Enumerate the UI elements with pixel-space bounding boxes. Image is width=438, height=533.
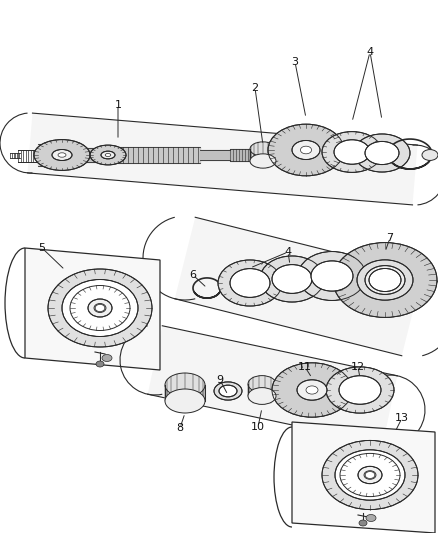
- Ellipse shape: [333, 243, 437, 318]
- Ellipse shape: [297, 380, 327, 400]
- Ellipse shape: [311, 261, 353, 291]
- Ellipse shape: [250, 142, 276, 156]
- Ellipse shape: [268, 124, 344, 176]
- Ellipse shape: [62, 279, 138, 336]
- Ellipse shape: [248, 376, 276, 392]
- Text: 5: 5: [39, 243, 46, 253]
- Ellipse shape: [58, 153, 66, 157]
- Ellipse shape: [88, 299, 112, 317]
- Ellipse shape: [96, 361, 104, 367]
- Text: 4: 4: [284, 247, 292, 257]
- Text: 9: 9: [216, 375, 223, 385]
- Ellipse shape: [357, 260, 413, 300]
- Ellipse shape: [52, 149, 72, 160]
- Ellipse shape: [101, 151, 115, 159]
- Ellipse shape: [230, 269, 270, 297]
- Ellipse shape: [335, 450, 405, 500]
- Text: 8: 8: [177, 423, 184, 433]
- Ellipse shape: [272, 363, 352, 417]
- Polygon shape: [38, 144, 80, 166]
- Ellipse shape: [334, 140, 370, 164]
- Ellipse shape: [306, 386, 318, 394]
- Text: 7: 7: [386, 233, 394, 243]
- Ellipse shape: [260, 256, 324, 302]
- Text: 2: 2: [251, 83, 258, 93]
- Ellipse shape: [365, 472, 375, 479]
- Text: 6: 6: [190, 270, 197, 280]
- Ellipse shape: [298, 252, 366, 301]
- Ellipse shape: [322, 440, 418, 510]
- Ellipse shape: [272, 264, 312, 293]
- Ellipse shape: [248, 387, 276, 405]
- Ellipse shape: [48, 269, 152, 347]
- Ellipse shape: [339, 376, 381, 404]
- Ellipse shape: [365, 141, 399, 165]
- Ellipse shape: [326, 367, 394, 413]
- Ellipse shape: [422, 150, 438, 160]
- Text: 13: 13: [395, 413, 409, 423]
- Ellipse shape: [364, 471, 376, 479]
- Ellipse shape: [218, 260, 282, 306]
- Ellipse shape: [105, 154, 111, 157]
- Polygon shape: [165, 385, 205, 401]
- Ellipse shape: [219, 385, 237, 397]
- Ellipse shape: [365, 265, 405, 294]
- Ellipse shape: [300, 146, 311, 154]
- Ellipse shape: [95, 304, 105, 312]
- Ellipse shape: [292, 141, 320, 159]
- Ellipse shape: [322, 132, 382, 172]
- Text: 12: 12: [351, 362, 365, 372]
- Polygon shape: [25, 248, 160, 370]
- Ellipse shape: [359, 520, 367, 526]
- Ellipse shape: [366, 514, 376, 521]
- Ellipse shape: [90, 145, 126, 165]
- Ellipse shape: [358, 466, 382, 483]
- Text: 10: 10: [251, 422, 265, 432]
- Ellipse shape: [340, 454, 400, 497]
- Polygon shape: [248, 384, 276, 396]
- Ellipse shape: [165, 389, 205, 413]
- Ellipse shape: [354, 134, 410, 172]
- Polygon shape: [200, 150, 230, 160]
- Ellipse shape: [102, 354, 112, 361]
- Polygon shape: [80, 148, 118, 162]
- Polygon shape: [250, 149, 276, 161]
- Text: 11: 11: [298, 362, 312, 372]
- Ellipse shape: [377, 274, 393, 286]
- Ellipse shape: [214, 382, 242, 400]
- Ellipse shape: [369, 269, 401, 292]
- Polygon shape: [292, 422, 435, 533]
- Ellipse shape: [34, 140, 90, 171]
- Ellipse shape: [94, 303, 106, 312]
- Ellipse shape: [70, 286, 130, 330]
- Text: 3: 3: [292, 57, 299, 67]
- Polygon shape: [148, 326, 397, 444]
- Ellipse shape: [250, 154, 276, 168]
- Text: 4: 4: [367, 47, 374, 57]
- Polygon shape: [28, 113, 417, 205]
- Ellipse shape: [165, 373, 205, 397]
- Text: 1: 1: [114, 100, 121, 110]
- Polygon shape: [175, 217, 422, 356]
- Polygon shape: [230, 149, 260, 161]
- Polygon shape: [118, 147, 200, 163]
